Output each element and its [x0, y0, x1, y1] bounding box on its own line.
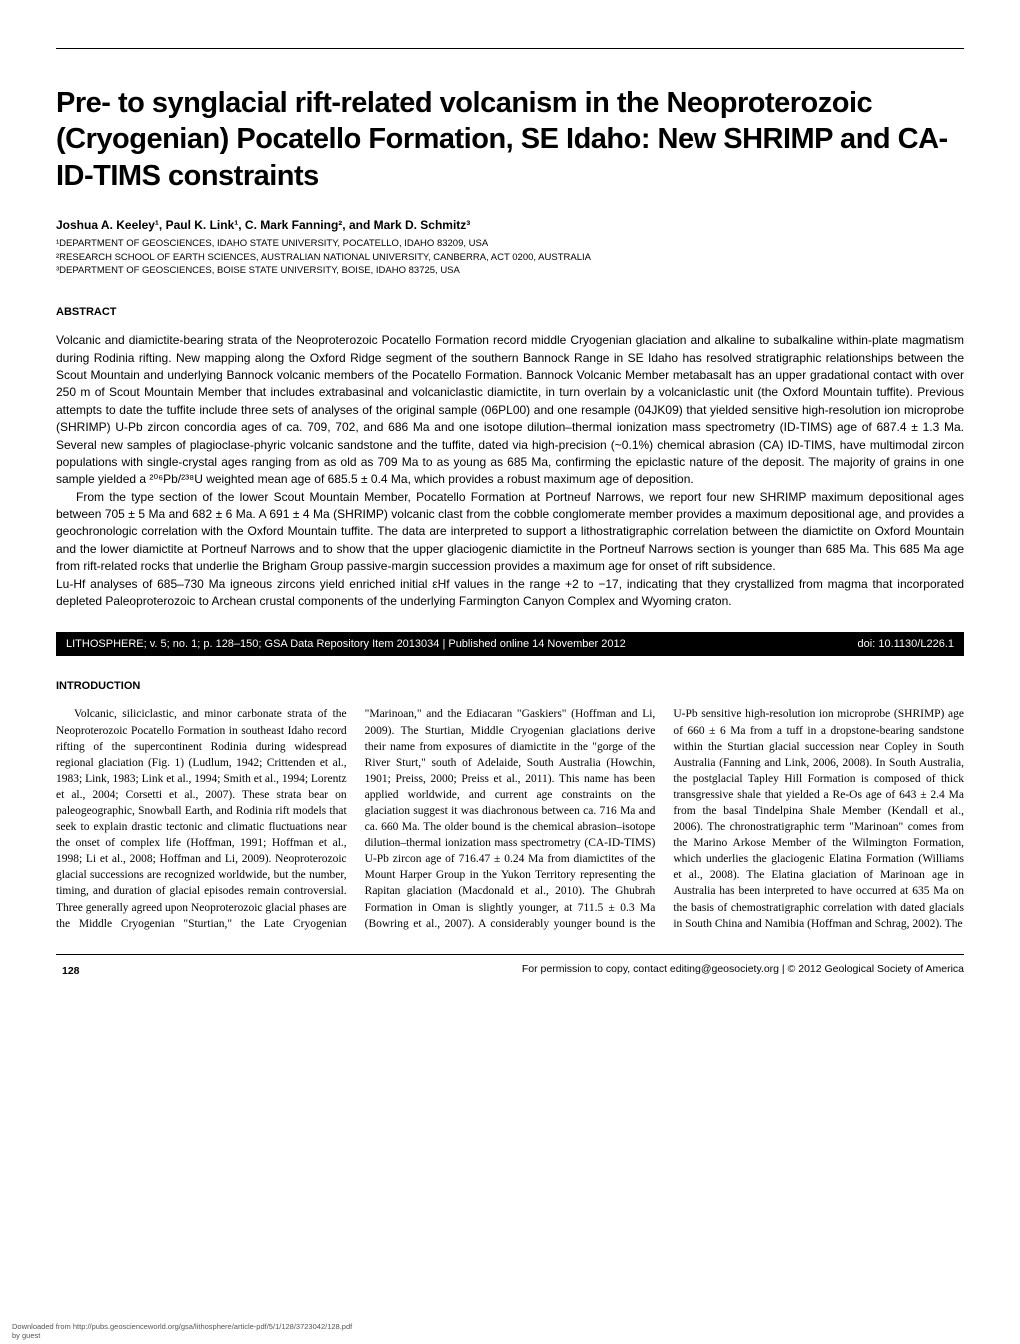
page-number: 128: [56, 963, 86, 979]
bottom-rule: [56, 954, 964, 955]
download-note: Downloaded from http://pubs.geosciencewo…: [12, 1322, 352, 1340]
article-title: Pre- to synglacial rift-related volcanis…: [56, 85, 964, 194]
affiliation-2: ²RESEARCH SCHOOL OF EARTH SCIENCES, AUST…: [56, 252, 964, 265]
page-footer: 128 For permission to copy, contact edit…: [56, 963, 964, 979]
download-url: Downloaded from http://pubs.geosciencewo…: [12, 1322, 352, 1331]
affiliation-3: ³DEPARTMENT OF GEOSCIENCES, BOISE STATE …: [56, 265, 964, 278]
abstract-heading: ABSTRACT: [56, 306, 964, 318]
footer-copyright: For permission to copy, contact editing@…: [522, 963, 964, 979]
abstract-body: Volcanic and diamictite-bearing strata o…: [56, 332, 964, 610]
journal-info-bar: LITHOSPHERE; v. 5; no. 1; p. 128–150; GS…: [56, 632, 964, 656]
body-text: Volcanic, siliciclastic, and minor carbo…: [56, 706, 964, 931]
introduction-heading: INTRODUCTION: [56, 680, 964, 692]
journal-bar-left: LITHOSPHERE; v. 5; no. 1; p. 128–150; GS…: [66, 638, 626, 650]
authors-line: Joshua A. Keeley¹, Paul K. Link¹, C. Mar…: [56, 218, 964, 232]
journal-bar-doi: doi: 10.1130/L226.1: [858, 638, 954, 650]
abstract-para-2: From the type section of the lower Scout…: [56, 489, 964, 576]
top-rule: [56, 48, 964, 49]
download-by: by guest: [12, 1331, 352, 1340]
affiliation-1: ¹DEPARTMENT OF GEOSCIENCES, IDAHO STATE …: [56, 238, 964, 251]
abstract-para-3: Lu-Hf analyses of 685–730 Ma igneous zir…: [56, 576, 964, 611]
abstract-para-1: Volcanic and diamictite-bearing strata o…: [56, 332, 964, 489]
body-columns: Volcanic, siliciclastic, and minor carbo…: [56, 706, 964, 931]
